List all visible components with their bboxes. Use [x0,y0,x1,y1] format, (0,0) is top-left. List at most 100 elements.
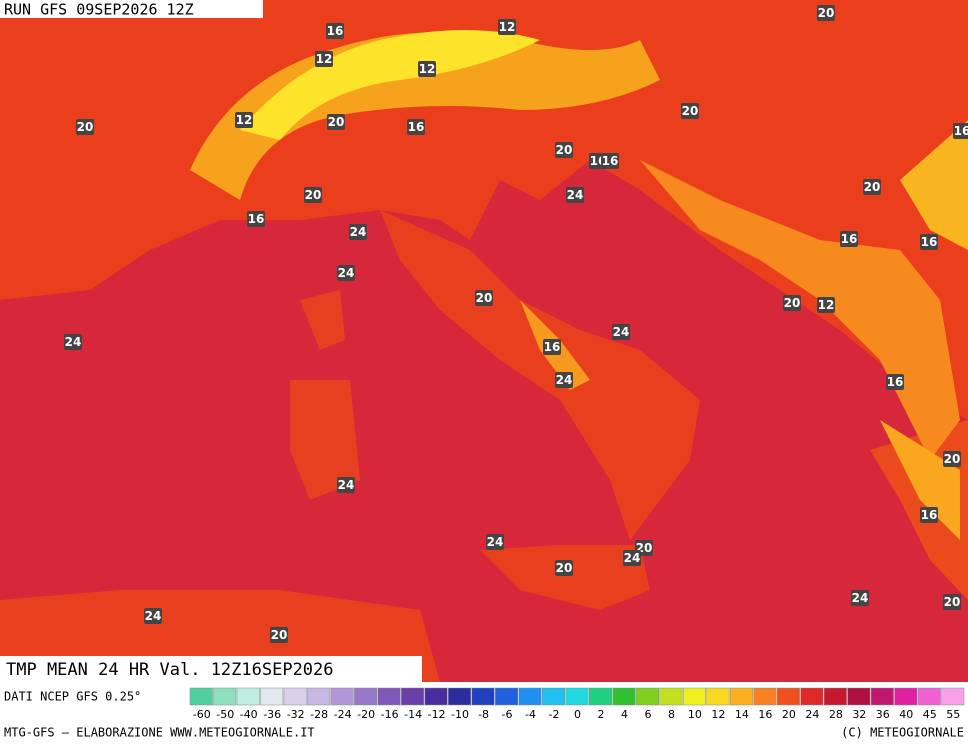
colorbar-box [518,687,542,706]
colorbar-box [917,687,941,706]
label-box [953,123,968,139]
colorbar-label: -24 [334,708,352,721]
run-title: RUN GFS 09SEP2026 12Z [4,1,194,19]
colorbar-box [565,687,589,706]
contour-label: 20 [818,6,835,20]
contour-label: 20 [784,296,801,310]
colorbar-box [682,687,706,706]
label-box [943,594,961,610]
label-box [64,334,82,350]
colorbar-box [377,687,401,706]
label-box [555,142,573,158]
colorbar-box [307,687,331,706]
colorbar-box [236,687,260,706]
colorbar-label: -60 [193,708,211,721]
contour-label: 12 [236,113,253,127]
label-box [601,153,619,169]
colorbar-label: 32 [852,708,866,721]
colorbar-box [635,687,659,706]
colorbar-box [495,687,519,706]
contour-label: 16 [841,232,858,246]
contour-label: 20 [682,104,699,118]
colorbar: -60 -50 -40 -36 -32 -28 -24 -20 -16 -14 -12 -10 -8 -6… [189,687,965,721]
colorbar-box [213,687,237,706]
colorbar-box [189,687,213,706]
contour-label: 24 [567,188,584,202]
colorbar-box [870,687,894,706]
colorbar-box [471,687,495,706]
colorbar-box [753,687,777,706]
colorbar-label: -20 [357,708,375,721]
colorbar-label: 6 [644,708,651,721]
colorbar-box [800,687,824,706]
colorbar-box [283,687,307,706]
label-box [943,451,961,467]
label-box [920,507,938,523]
label-box [327,114,345,130]
label-box [498,19,516,35]
source: DATI NCEP GFS 0.25° [4,690,141,704]
contour-label: 24 [338,478,355,492]
colorbar-box [424,687,448,706]
map-title: TMP MEAN 24 HR Val. 12Z16SEP2026 [6,660,334,680]
colorbar-label: -36 [263,708,281,721]
contour-label: 12 [419,62,436,76]
colorbar-label: -6 [502,708,513,721]
colorbar-label: 28 [829,708,843,721]
contour-label: 20 [864,180,881,194]
colorbar-label: 55 [946,708,960,721]
colorbar-label: -50 [216,708,234,721]
colorbar-box [612,687,636,706]
colorbar-box [588,687,612,706]
contour-label: 16 [544,340,561,354]
contour-label: 24 [65,335,82,349]
label-box [886,374,904,390]
colorbar-box [542,687,566,706]
label-box [555,372,573,388]
colorbar-label: 24 [805,708,819,721]
contour-label: 24 [624,551,641,565]
colorbar-label: 14 [735,708,749,721]
contour-label: 20 [476,291,493,305]
contour-label: 24 [613,325,630,339]
contour-label: 24 [852,591,869,605]
contour-label: 24 [556,373,573,387]
colorbar-label: 4 [621,708,628,721]
contour-label: 20 [77,120,94,134]
contour-label: 16 [954,124,968,138]
label-box [555,560,573,576]
contour-label: 16 [602,154,619,168]
title-box [0,656,422,682]
colorbar-box [729,687,753,706]
colorbar-box [894,687,918,706]
label-box [326,23,344,39]
contour-label: 20 [305,188,322,202]
label-box [235,112,253,128]
contour-label: 20 [271,628,288,642]
colorbar-label: -16 [381,708,399,721]
label-box [817,297,835,313]
colorbar-label: -10 [451,708,469,721]
label-box [337,265,355,281]
colorbar-box [260,687,284,706]
colorbar-label: 20 [782,708,796,721]
colorbar-box [448,687,472,706]
contour-label: 12 [499,20,516,34]
contour-label: 16 [921,508,938,522]
colorbar-box [706,687,730,706]
label-box [486,534,504,550]
label-box [315,51,333,67]
colorbar-box [847,687,871,706]
label-box [475,290,493,306]
contour-label: 20 [944,452,961,466]
colorbar-label: 45 [923,708,937,721]
map-field [0,0,968,682]
label-box [681,103,699,119]
contour-label: 16 [248,212,265,226]
colorbar-label: -2 [549,708,560,721]
label-box [543,339,561,355]
contour-label: 16 [327,24,344,38]
credits: MTG-GFS — ELABORAZIONE WWW.METEOGIORNALE… [4,726,315,740]
contour-label: 24 [338,266,355,280]
